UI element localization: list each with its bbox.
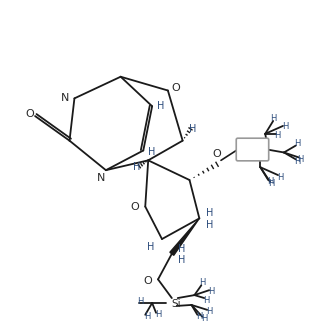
Text: Als: Als	[246, 145, 259, 154]
Text: H: H	[267, 177, 273, 186]
Text: H: H	[282, 122, 288, 131]
Text: H: H	[277, 172, 283, 182]
Text: H: H	[298, 155, 304, 164]
Text: Si: Si	[171, 299, 180, 309]
Text: H: H	[268, 180, 274, 188]
Text: H: H	[157, 101, 165, 111]
Text: O: O	[26, 109, 35, 119]
Text: H: H	[201, 314, 207, 323]
Text: H: H	[155, 310, 161, 319]
FancyBboxPatch shape	[236, 138, 269, 161]
Polygon shape	[170, 218, 199, 255]
Text: H: H	[178, 244, 185, 254]
Text: H: H	[295, 139, 301, 148]
Text: H: H	[147, 242, 155, 252]
Text: H: H	[205, 208, 213, 218]
Text: H: H	[137, 297, 143, 306]
Text: H: H	[144, 312, 151, 321]
Text: H: H	[189, 124, 196, 134]
Text: H: H	[274, 131, 280, 140]
Text: H: H	[295, 157, 301, 166]
Text: H: H	[270, 114, 276, 122]
Text: H: H	[199, 278, 205, 287]
Text: N: N	[60, 93, 69, 103]
Text: O: O	[171, 83, 180, 93]
Text: O: O	[213, 150, 221, 160]
Text: O: O	[130, 202, 139, 212]
Text: H: H	[148, 148, 156, 158]
Text: H: H	[178, 255, 185, 265]
Text: O: O	[144, 276, 152, 286]
Text: H: H	[203, 296, 209, 305]
Text: H: H	[133, 162, 140, 172]
Text: H: H	[196, 312, 203, 321]
Text: H: H	[205, 220, 213, 230]
Text: H: H	[208, 287, 214, 296]
Text: H: H	[206, 307, 213, 316]
Text: N: N	[97, 173, 105, 183]
